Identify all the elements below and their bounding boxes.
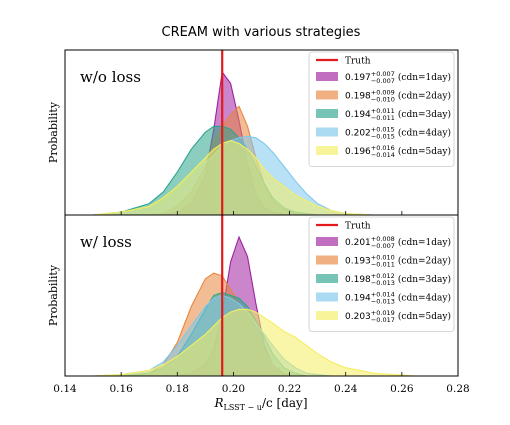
- legend-label-cdn-2day: 0.198+0.009 −0.010 (cdn=2day): [345, 89, 451, 104]
- legend-swatch-cdn-4day: [316, 292, 338, 302]
- legend-minus: −0.017: [371, 316, 395, 324]
- legend-label-cdn-2day: 0.193+0.010 −0.011 (cdn=2day): [345, 254, 451, 269]
- legend-median: 0.194: [345, 294, 371, 304]
- legend-swatch-cdn-5day: [316, 311, 338, 320]
- y-axis-label: Probability: [47, 264, 60, 326]
- legend-minus: −0.011: [371, 114, 395, 122]
- legend-suffix: (cdn=4day): [398, 128, 451, 139]
- legend-plus: +0.014: [371, 291, 395, 299]
- legend-minus: −0.010: [371, 96, 395, 104]
- legend-suffix: (cdn=5day): [398, 146, 451, 157]
- legend-swatch-cdn-5day: [316, 146, 338, 155]
- legend-median: 0.196: [345, 147, 371, 157]
- legend-minus: −0.011: [371, 261, 395, 269]
- legend-swatch-cdn-2day: [316, 255, 338, 265]
- x-tick-label: 0.28: [446, 383, 469, 395]
- x-tick-label: 0.26: [390, 383, 414, 395]
- legend-median: 0.203: [345, 312, 371, 322]
- x-tick-label: 0.14: [53, 383, 77, 395]
- x-axis-label-rest: /c [day]: [262, 396, 308, 410]
- legend-median: 0.197: [345, 73, 371, 83]
- legend-plus: +0.008: [371, 235, 395, 243]
- x-tick-label: 0.20: [222, 383, 245, 395]
- panel-without-loss: w/o loss Probability Truth 0.197+0.007 −0.00…: [47, 49, 459, 216]
- panel-label: w/o loss: [80, 68, 141, 86]
- legend-label-cdn-5day: 0.196+0.016 −0.014 (cdn=5day): [345, 144, 451, 159]
- legend-suffix: (cdn=3day): [398, 274, 451, 285]
- y-axis-label: Probability: [47, 101, 60, 163]
- legend-median: 0.198: [345, 275, 371, 285]
- legend-plus: +0.011: [371, 107, 395, 115]
- legend-median: 0.202: [345, 129, 371, 139]
- area-cdn-5day: [93, 140, 416, 216]
- legend-box: [308, 216, 455, 332]
- area-cdn-5day: [93, 308, 416, 377]
- x-axis-label-sub: LSST − u: [224, 403, 262, 412]
- legend-swatch-cdn-3day: [316, 109, 338, 118]
- legend-median: 0.193: [345, 257, 371, 267]
- legend-swatch-cdn-3day: [316, 274, 338, 283]
- legend-minus: −0.007: [371, 242, 395, 250]
- legend-label-cdn-3day: 0.194+0.011 −0.011 (cdn=3day): [345, 107, 451, 122]
- legend-plus: +0.007: [371, 70, 395, 78]
- legend-swatch-cdn-4day: [316, 127, 338, 137]
- legend-plus: +0.015: [371, 126, 395, 134]
- panel-with-loss: w/ loss Probability Truth 0.201+0.008 −0.007…: [47, 214, 459, 377]
- legend-label-cdn-5day: 0.203+0.019 −0.017 (cdn=5day): [345, 309, 451, 324]
- legend-plus: +0.019: [371, 309, 395, 317]
- legend-suffix: (cdn=2day): [398, 256, 451, 267]
- legend-label-cdn-4day: 0.202+0.015 −0.015 (cdn=4day): [345, 126, 451, 141]
- legend-label-cdn-3day: 0.198+0.012 −0.013 (cdn=3day): [345, 272, 451, 287]
- legend-swatch-cdn-1day: [316, 237, 338, 246]
- x-axis-label-main: R: [213, 396, 223, 410]
- legend-label-cdn-1day: 0.197+0.007 −0.007 (cdn=1day): [345, 70, 451, 85]
- legend-minus: −0.013: [371, 279, 395, 287]
- legend-plus: +0.012: [371, 272, 395, 280]
- x-tick-label: 0.24: [334, 383, 358, 395]
- legend-minus: −0.015: [371, 133, 395, 141]
- legend-suffix: (cdn=4day): [398, 293, 451, 304]
- legend-truth-label: Truth: [345, 222, 371, 232]
- x-axis-label: RLSST − u/c [day]: [213, 396, 307, 412]
- legend-median: 0.194: [345, 110, 371, 120]
- panel-label: w/ loss: [80, 233, 132, 251]
- x-tick-label: 0.16: [109, 383, 133, 395]
- legend-minus: −0.007: [371, 77, 395, 85]
- x-tick-label: 0.22: [278, 383, 301, 395]
- legend-box: [308, 51, 455, 167]
- legend-suffix: (cdn=1day): [398, 237, 451, 248]
- legend-suffix: (cdn=5day): [398, 311, 451, 322]
- legend-plus: +0.016: [371, 144, 395, 152]
- legend-swatch-cdn-2day: [316, 90, 338, 100]
- legend-truth-label: Truth: [345, 57, 371, 67]
- legend-median: 0.198: [345, 92, 371, 102]
- x-tick-label: 0.18: [166, 383, 189, 395]
- legend-suffix: (cdn=1day): [398, 72, 451, 83]
- chart-title: CREAM with various strategies: [162, 25, 361, 40]
- legend-suffix: (cdn=2day): [398, 91, 451, 102]
- legend-plus: +0.010: [371, 254, 395, 262]
- legend-minus: −0.014: [371, 151, 395, 159]
- legend-label-cdn-1day: 0.201+0.008 −0.007 (cdn=1day): [345, 235, 451, 250]
- legend-minus: −0.013: [371, 298, 395, 306]
- legend-suffix: (cdn=3day): [398, 109, 451, 120]
- legend-plus: +0.009: [371, 89, 395, 97]
- legend-label-cdn-4day: 0.194+0.014 −0.013 (cdn=4day): [345, 291, 451, 306]
- panel-frame: [64, 214, 459, 377]
- legend-swatch-cdn-1day: [316, 72, 338, 81]
- legend-median: 0.201: [345, 238, 371, 248]
